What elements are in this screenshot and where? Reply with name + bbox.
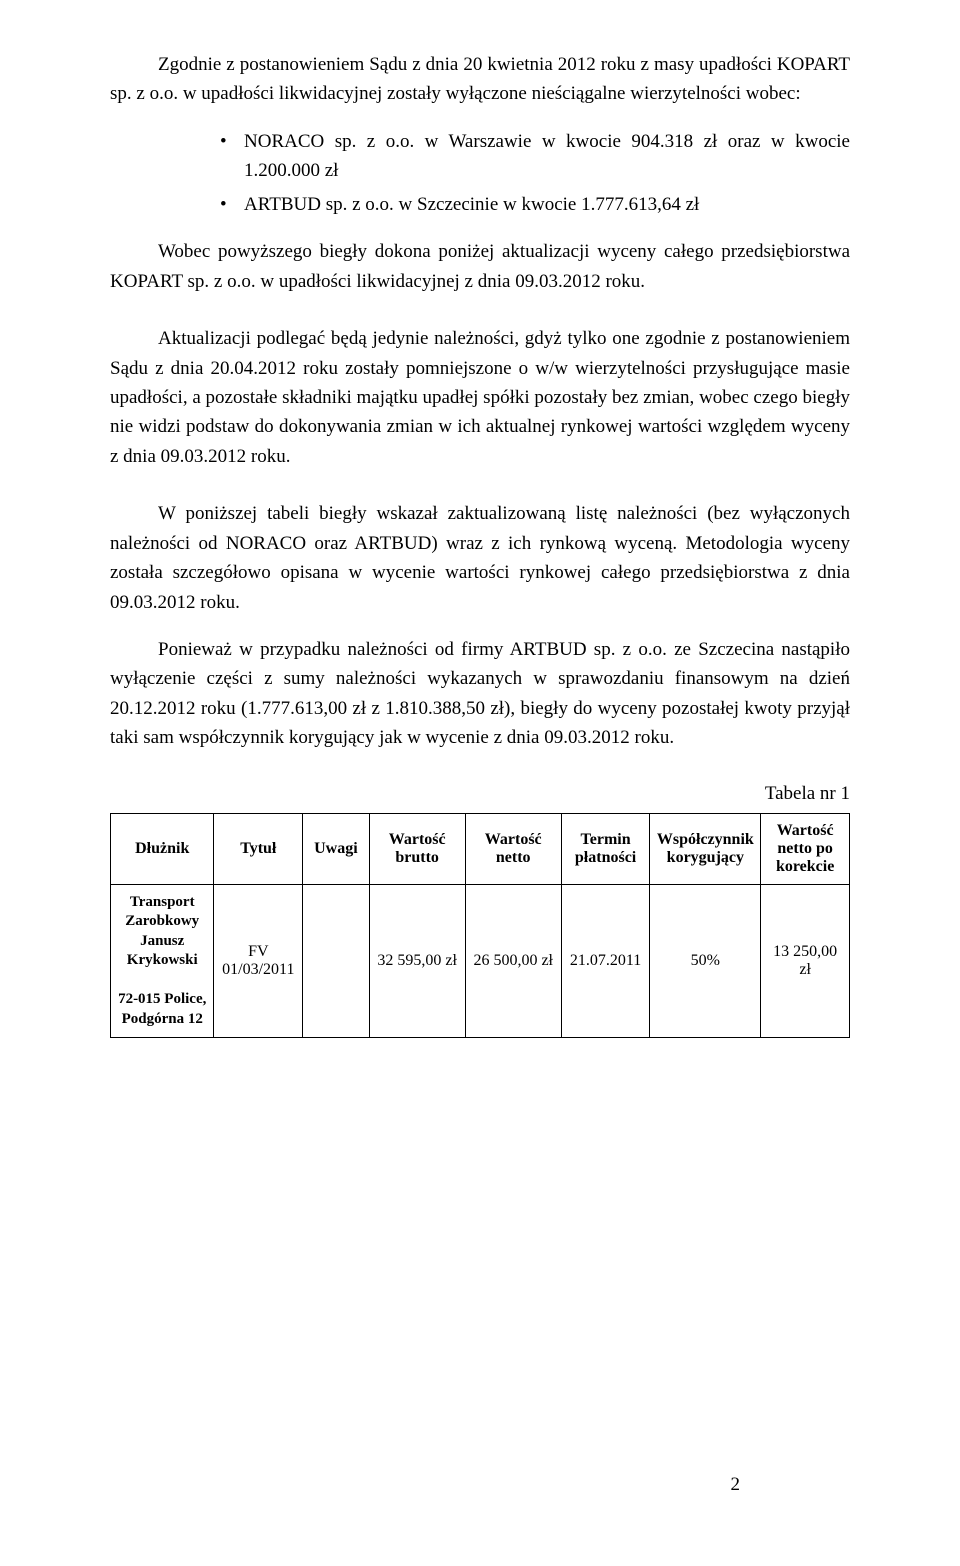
cell-termin: 21.07.2011	[561, 884, 650, 1038]
table-header-row: Dłużnik Tytuł Uwagi Wartość brutto Warto…	[111, 813, 850, 884]
table-row: Transport Zarobkowy Janusz Krykowski 72-…	[111, 884, 850, 1038]
cell-korekta: 13 250,00 zł	[761, 884, 850, 1038]
col-brutto: Wartość brutto	[369, 813, 465, 884]
paragraph-intro: Zgodnie z postanowieniem Sądu z dnia 20 …	[110, 50, 850, 109]
bullet-item: NORACO sp. z o.o. w Warszawie w kwocie 9…	[220, 127, 850, 186]
page-number: 2	[731, 1474, 741, 1496]
col-termin: Termin płatności	[561, 813, 650, 884]
col-uwagi: Uwagi	[303, 813, 370, 884]
cell-brutto: 32 595,00 zł	[369, 884, 465, 1038]
cell-netto: 26 500,00 zł	[465, 884, 561, 1038]
cell-dluznik: Transport Zarobkowy Janusz Krykowski 72-…	[111, 884, 214, 1038]
bullet-list: NORACO sp. z o.o. w Warszawie w kwocie 9…	[110, 127, 850, 219]
paragraph: Aktualizacji podlegać będą jedynie należ…	[110, 324, 850, 471]
cell-wsp: 50%	[650, 884, 761, 1038]
col-tytul: Tytuł	[214, 813, 303, 884]
receivables-table: Dłużnik Tytuł Uwagi Wartość brutto Warto…	[110, 813, 850, 1039]
page: Zgodnie z postanowieniem Sądu z dnia 20 …	[110, 50, 850, 1526]
paragraph: Ponieważ w przypadku należności od firmy…	[110, 635, 850, 753]
bullet-item: ARTBUD sp. z o.o. w Szczecinie w kwocie …	[220, 190, 850, 219]
cell-tytul: FV 01/03/2011	[214, 884, 303, 1038]
paragraph: W poniższej tabeli biegły wskazał zaktua…	[110, 499, 850, 617]
col-netto: Wartość netto	[465, 813, 561, 884]
cell-uwagi	[303, 884, 370, 1038]
col-dluznik: Dłużnik	[111, 813, 214, 884]
table-label: Tabela nr 1	[110, 783, 850, 805]
col-korekta: Wartość netto po korekcie	[761, 813, 850, 884]
col-wsp: Współczynnik korygujący	[650, 813, 761, 884]
paragraph: Wobec powyższego biegły dokona poniżej a…	[110, 237, 850, 296]
